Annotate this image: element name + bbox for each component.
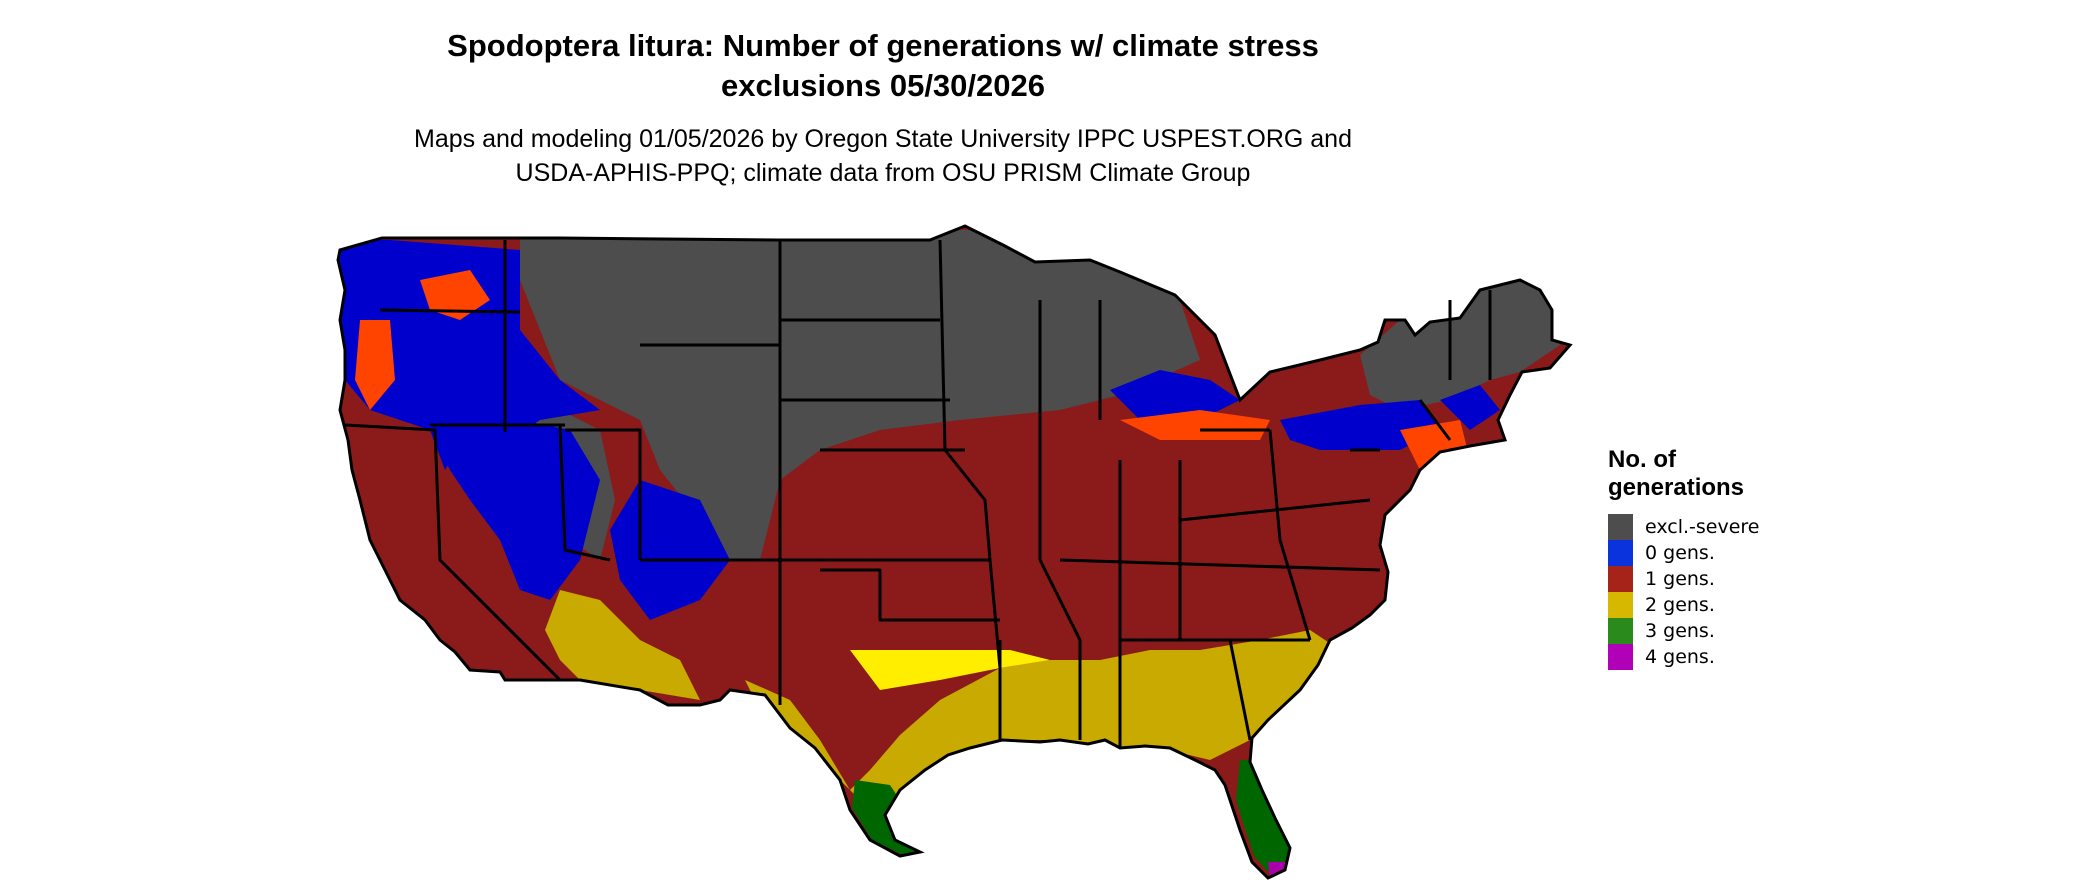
legend-item: excl.-severe — [1608, 514, 1868, 540]
legend-label: 3 gens. — [1645, 620, 1715, 642]
region-one-gen-light-or — [355, 320, 395, 410]
legend-title-line-2: generations — [1608, 474, 1745, 501]
state-border-line — [344, 423, 562, 682]
state-border-line — [1268, 429, 1312, 641]
legend-title-line-1: No. of — [1608, 446, 1676, 473]
state-border-line — [1418, 399, 1452, 441]
map-fill-layer — [338, 226, 1570, 878]
legend-label: excl.-severe — [1645, 516, 1760, 538]
legend-item: 1 gens. — [1608, 566, 1868, 592]
region-one-gen-light-ohio — [1120, 410, 1270, 440]
state-border-line — [1059, 558, 1381, 572]
state-border-line — [938, 239, 947, 451]
legend-swatch — [1608, 540, 1633, 566]
map-title-line-2: exclusions 05/30/2026 — [720, 68, 1045, 103]
region-zero-gen-northwest — [338, 240, 600, 470]
legend-label: 2 gens. — [1645, 594, 1715, 616]
legend-label: 1 gens. — [1645, 568, 1715, 590]
region-excluded-north-central — [520, 230, 1200, 560]
state-border-line — [379, 308, 521, 314]
legend-item: 4 gens. — [1608, 644, 1868, 670]
region-zero-gen-great-basin — [430, 420, 600, 600]
region-one-gen-light-wa — [420, 270, 490, 320]
region-excluded-new-england — [1360, 280, 1560, 410]
region-zero-gen-new-england-south — [1440, 385, 1500, 430]
legend-item: 0 gens. — [1608, 540, 1868, 566]
region-three-gens-south-texas — [852, 780, 920, 856]
legend-swatch — [1608, 514, 1633, 540]
state-border-line — [558, 424, 611, 562]
map-legend: No. of generations excl.-severe 0 gens. 1 … — [1608, 446, 1868, 670]
state-border-line — [1228, 639, 1252, 741]
state-border-line — [1179, 498, 1371, 522]
state-borders — [344, 239, 1492, 748]
legend-item: 2 gens. — [1608, 592, 1868, 618]
legend-swatch — [1608, 644, 1633, 670]
region-two-gens-gulf-coast — [745, 630, 1340, 810]
legend-swatch — [1608, 618, 1633, 644]
legend-title: No. of generations — [1608, 446, 1868, 502]
legend-swatch — [1608, 592, 1633, 618]
region-zero-gen-ny-pa — [1280, 400, 1440, 450]
region-three-gens-florida — [1236, 760, 1290, 872]
region-zero-gen-michigan — [1110, 370, 1240, 420]
map-title-line-1: Spodoptera litura: Number of generations… — [447, 28, 1319, 63]
region-two-gens-sw-desert — [545, 590, 700, 700]
state-border-line — [1038, 460, 1082, 740]
legend-swatch — [1608, 566, 1633, 592]
legend-label: 0 gens. — [1645, 542, 1715, 564]
state-border-line — [943, 449, 1002, 669]
legend-label: 4 gens. — [1645, 646, 1715, 668]
map-subtitle-line-2: USDA-APHIS-PPQ; climate data from OSU PR… — [515, 159, 1251, 187]
state-border-line — [565, 428, 642, 560]
map-subtitle-line-1: Maps and modeling 01/05/2026 by Oregon S… — [414, 125, 1352, 153]
legend-items: excl.-severe 0 gens. 1 gens. 2 gens. 3 gens.… — [1608, 514, 1868, 670]
legend-item: 3 gens. — [1608, 618, 1868, 644]
